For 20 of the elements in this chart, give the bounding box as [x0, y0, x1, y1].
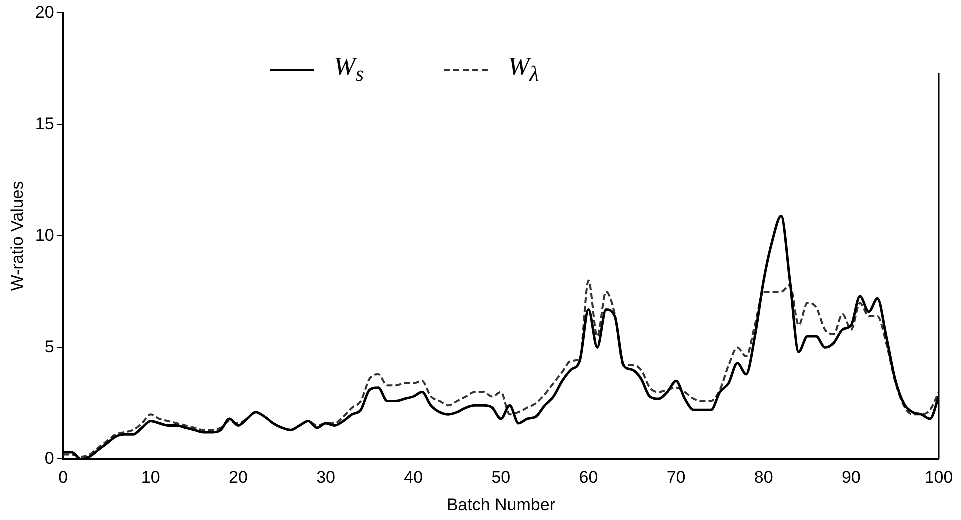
- x-tick-label: 50: [492, 468, 511, 488]
- legend-label: W$_{s}$: [334, 52, 364, 88]
- x-tick-label: 40: [404, 468, 424, 488]
- x-tick-label: 10: [141, 468, 160, 488]
- y-tick-label: 5: [44, 337, 54, 356]
- x-tick-label: 0: [58, 468, 68, 488]
- x-tick-label: 30: [316, 468, 336, 488]
- y-tick-label: 0: [44, 448, 54, 468]
- x-tick-label: 90: [842, 468, 861, 488]
- legend-label: W$_{λ}$: [508, 52, 540, 88]
- x-tick-label: 20: [228, 468, 248, 488]
- x-tick-label: 80: [754, 468, 774, 488]
- y-tick-label: 15: [35, 114, 54, 134]
- y-tick-label: 10: [35, 226, 54, 245]
- x-axis-title: Batch Number: [446, 495, 556, 514]
- x-tick-label: 100: [924, 468, 954, 488]
- y-axis-title: W-ratio Values: [8, 181, 27, 292]
- x-tick-label: 60: [579, 468, 598, 488]
- y-tick-label: 20: [35, 2, 54, 22]
- x-tick-label: 70: [666, 468, 686, 488]
